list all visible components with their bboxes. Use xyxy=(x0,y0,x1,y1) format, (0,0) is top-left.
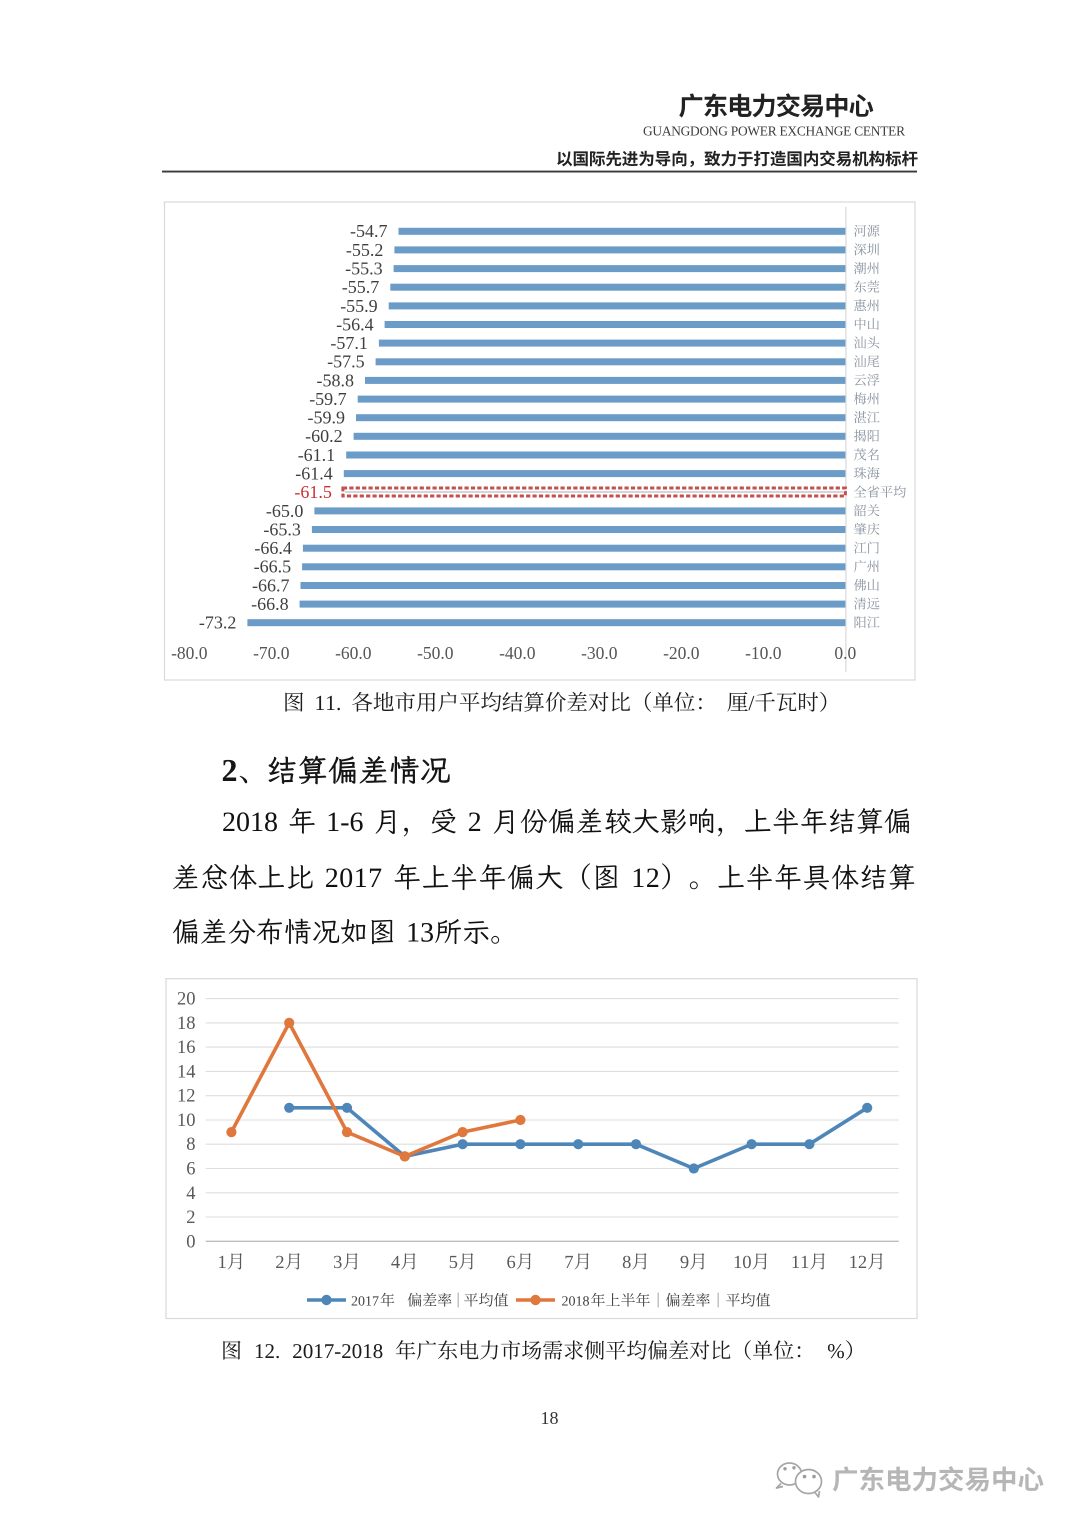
svg-text:8: 8 xyxy=(186,1135,195,1155)
svg-text:2: 2 xyxy=(186,1208,195,1228)
svg-text:-59.9: -59.9 xyxy=(308,408,346,428)
svg-text:-66.5: -66.5 xyxy=(254,557,292,577)
svg-text:18: 18 xyxy=(177,1014,196,1034)
svg-text:-66.4: -66.4 xyxy=(254,538,292,558)
svg-text:-30.0: -30.0 xyxy=(581,643,618,663)
svg-text:-60.2: -60.2 xyxy=(305,426,343,446)
svg-text:20: 20 xyxy=(177,990,196,1010)
svg-text:0.0: 0.0 xyxy=(834,643,856,663)
svg-text:10: 10 xyxy=(177,1111,196,1131)
svg-text:12: 12 xyxy=(177,1087,196,1107)
svg-text:-73.2: -73.2 xyxy=(199,613,237,633)
svg-text:-55.3: -55.3 xyxy=(345,259,383,279)
svg-text:-57.1: -57.1 xyxy=(330,333,368,353)
svg-text:-61.4: -61.4 xyxy=(295,464,333,484)
svg-text:-65.0: -65.0 xyxy=(266,501,304,521)
svg-text:-80.0: -80.0 xyxy=(171,643,208,663)
svg-text:-66.7: -66.7 xyxy=(252,575,290,595)
svg-text:-55.7: -55.7 xyxy=(342,277,380,297)
svg-text:-57.5: -57.5 xyxy=(327,352,365,372)
svg-text:GUANGDONG POWER EXCHANGE CE: GUANGDONG POWER EXCHANGE CENTER xyxy=(643,124,905,139)
svg-text:-66.8: -66.8 xyxy=(251,594,289,614)
svg-text:14: 14 xyxy=(177,1062,196,1082)
svg-text:-55.9: -55.9 xyxy=(340,296,378,316)
svg-text:18: 18 xyxy=(541,1408,559,1428)
svg-text:-61.5: -61.5 xyxy=(294,482,332,502)
svg-text:-56.4: -56.4 xyxy=(336,314,374,334)
svg-text:-10.0: -10.0 xyxy=(745,643,782,663)
svg-text:-61.1: -61.1 xyxy=(298,445,336,465)
svg-text:-20.0: -20.0 xyxy=(663,643,700,663)
svg-text:-58.8: -58.8 xyxy=(317,370,355,390)
svg-text:-60.0: -60.0 xyxy=(335,643,372,663)
svg-text:-54.7: -54.7 xyxy=(350,221,388,241)
svg-text:0: 0 xyxy=(186,1232,195,1252)
svg-text:-55.2: -55.2 xyxy=(346,240,384,260)
svg-text:-59.7: -59.7 xyxy=(309,389,347,409)
svg-text:-50.0: -50.0 xyxy=(417,643,454,663)
svg-text:16: 16 xyxy=(177,1038,196,1058)
svg-text:-40.0: -40.0 xyxy=(499,643,536,663)
svg-text:-65.3: -65.3 xyxy=(263,519,301,539)
svg-text:-70.0: -70.0 xyxy=(253,643,290,663)
svg-text:4: 4 xyxy=(186,1184,195,1204)
svg-text:6: 6 xyxy=(186,1160,195,1180)
